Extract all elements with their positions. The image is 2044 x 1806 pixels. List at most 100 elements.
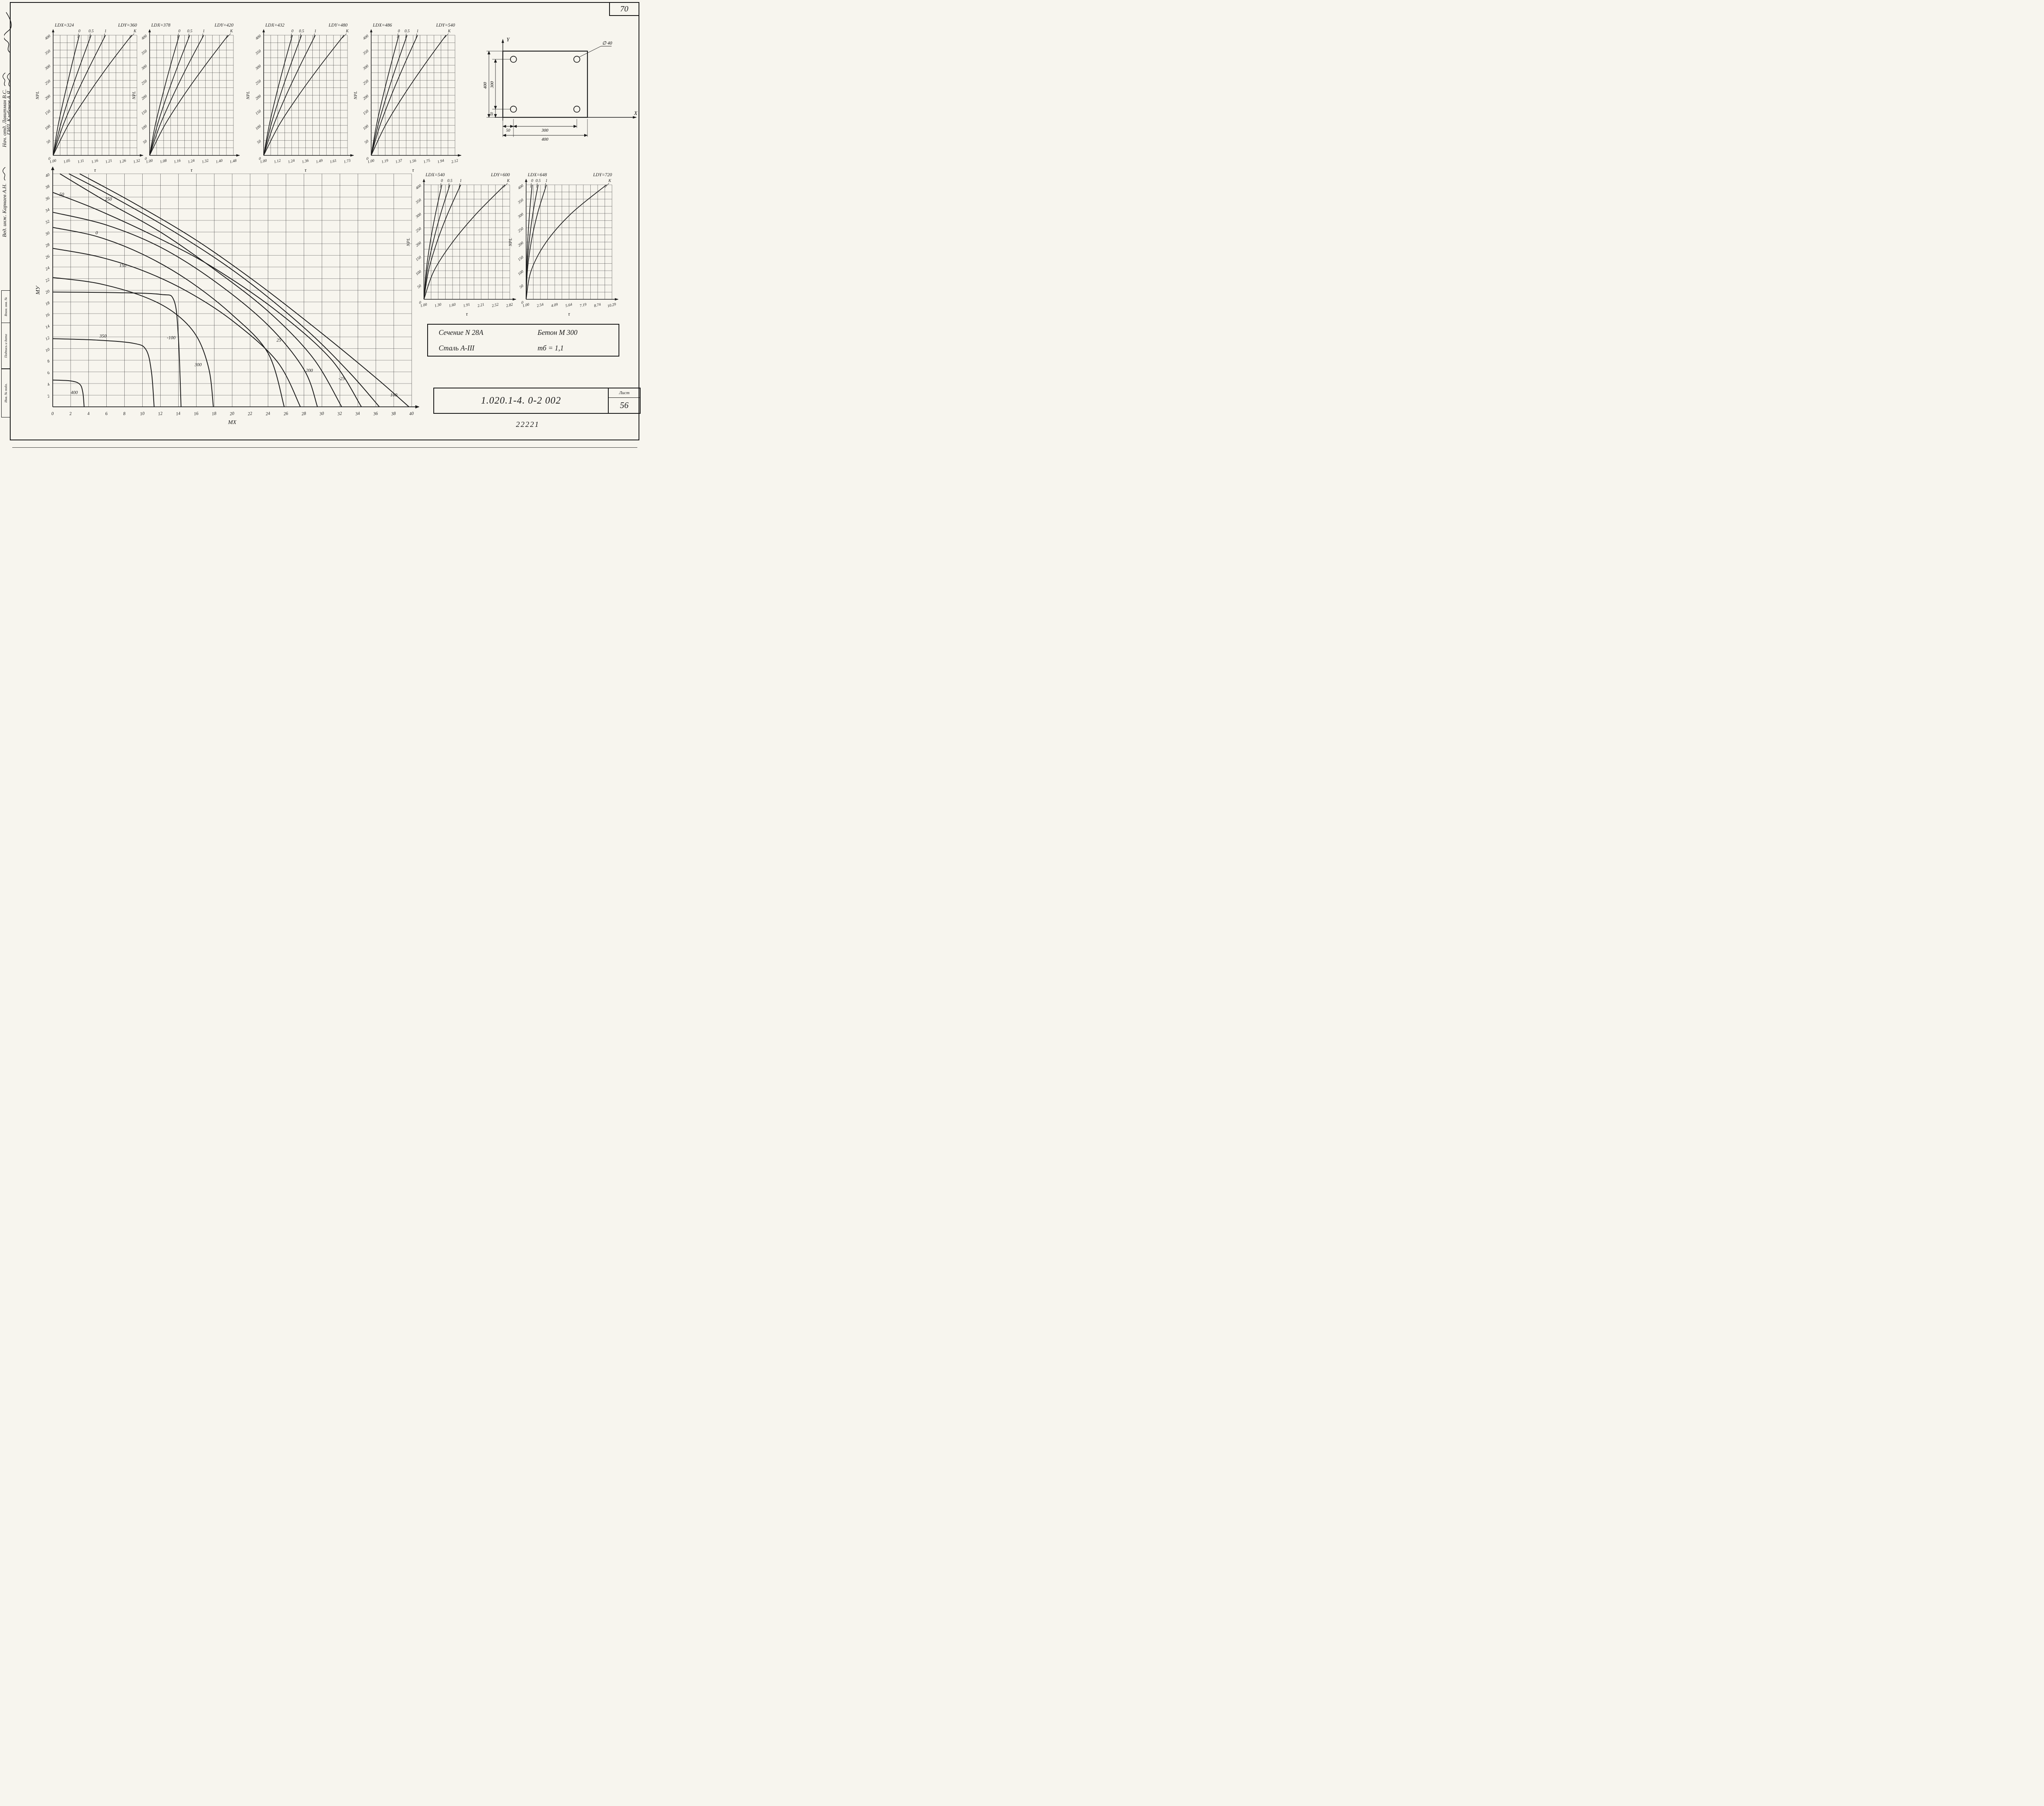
svg-text:-25: -25 [338,376,345,381]
svg-text:50: 50 [46,139,52,145]
svg-text:0: 0 [259,157,261,161]
signature-squiggle [2,167,6,181]
svg-text:100: 100 [362,124,370,131]
svg-text:1.12: 1.12 [273,159,281,164]
chart-k-ldx648: LDX=648 LDY=720 1.00 2.54 4.09 5.64 7.19 8.74 10… [507,171,622,320]
page-number-box: 70 [609,2,639,16]
svg-text:1: 1 [203,29,205,34]
y-axis-arrow [502,39,504,43]
svg-text:2.54: 2.54 [536,303,544,308]
svg-text:1.30: 1.30 [434,303,442,308]
svg-text:14: 14 [176,411,181,416]
chart-k-ldx432: LDX=432 LDY=480 1.00 1.12 1.24 1.36 1.49 1.61 1.… [245,21,357,176]
page-edge-line [12,447,637,448]
svg-text:200: 200 [255,94,262,101]
svg-text:100: 100 [390,393,397,397]
svg-text:0: 0 [398,29,400,34]
svg-text:К: К [230,29,233,34]
svg-text:1.48: 1.48 [229,159,237,164]
svg-text:-100: -100 [167,336,175,341]
svg-text:NPL: NPL [406,238,411,247]
svg-text:100: 100 [255,124,262,131]
svg-text:МУ: МУ [35,285,41,295]
svg-text:10.29: 10.29 [607,303,616,309]
svg-text:1.94: 1.94 [437,159,445,164]
svg-text:200: 200 [517,241,524,248]
svg-text:150: 150 [44,109,52,116]
svg-text:32: 32 [45,219,51,225]
svg-text:200: 200 [44,94,52,101]
svg-text:0: 0 [291,29,294,34]
svg-text:0: 0 [366,157,368,161]
dim-lines [487,51,588,137]
svg-text:2: 2 [47,394,51,399]
svg-text:τ: τ [568,311,571,317]
title-block-sheet-cell: Лист 56 [608,388,640,413]
svg-text:1.00: 1.00 [260,159,267,164]
svg-text:2.82: 2.82 [506,303,513,308]
svg-text:300: 300 [194,362,202,367]
svg-text:150: 150 [141,109,148,116]
page-number: 70 [620,4,628,13]
svg-text:300: 300 [44,64,52,71]
svg-text:0.5: 0.5 [447,179,453,183]
svg-text:4: 4 [87,411,90,417]
dim-offset-y: 50 [490,112,494,116]
k3-svg: LDX=432 LDY=480 1.00 1.12 1.24 1.36 1.49 1.61 1.… [246,23,354,173]
svg-text:2: 2 [69,411,72,417]
svg-text:28: 28 [301,411,307,416]
svg-text:1.24: 1.24 [188,159,195,164]
svg-text:16: 16 [45,312,50,318]
svg-text:32: 32 [337,411,343,417]
svg-text:1.36: 1.36 [302,159,309,164]
svg-text:38: 38 [390,411,396,417]
svg-text:25: 25 [276,338,281,343]
svg-text:8: 8 [123,411,126,417]
svg-text:20: 20 [45,289,50,295]
signature-squiggle [7,73,10,87]
svg-text:1.32: 1.32 [202,159,209,164]
svg-text:200: 200 [362,94,370,101]
svg-text:0.5: 0.5 [187,29,193,34]
top-signature [4,11,12,53]
signature-text: Вед. инж. Карнаев А.Н. [1,183,7,237]
rebar-circle [573,56,580,63]
signature-line: Вед. инж. Карнаев А.Н. [1,167,8,237]
svg-text:34: 34 [355,411,361,417]
dim-inner-width: 300 [541,128,549,133]
svg-text:LDX=486: LDX=486 [372,23,392,28]
svg-text:300: 300 [517,212,524,219]
svg-text:τ: τ [305,167,307,173]
signature-line: Нач. отд. Лавитман В.С. [1,72,8,147]
svg-text:LDY=720: LDY=720 [593,173,612,177]
svg-text:1.37: 1.37 [395,159,403,164]
dim-offset-x: 50 [506,128,510,133]
svg-text:К: К [448,29,451,34]
k1-svg: LDX=324 LDY=360 1.00 1.05 1.11 1.16 1.21 1.26 1.… [35,23,143,173]
y-axis-label: Y [507,36,510,43]
svg-text:τ: τ [191,167,193,173]
svg-text:0: 0 [96,231,98,236]
chart-mx-my-interaction: 0 2 4 6 8 10 12 14 16 18 20 22 24 26 28 30 32 34 36 38 40 2 4 6… [35,164,430,429]
svg-text:150: 150 [119,263,127,268]
svg-text:12: 12 [158,411,163,416]
svg-text:22: 22 [45,277,50,283]
svg-text:400: 400 [71,390,78,395]
svg-text:30: 30 [319,411,325,417]
svg-text:26: 26 [45,254,50,260]
svg-text:350: 350 [362,49,370,56]
svg-text:1.56: 1.56 [409,159,417,164]
signature-squiggle [2,72,6,86]
svg-text:300: 300 [141,64,148,71]
svg-text:50: 50 [364,139,370,145]
svg-text:0.5: 0.5 [89,29,94,34]
title-block: 1.020.1-4. 0-2 002 Лист 56 [433,388,641,414]
svg-text:NPL: NPL [246,91,251,100]
svg-text:LDY=420: LDY=420 [214,23,233,28]
chart-k-ldx324: LDX=324 LDY=360 1.00 1.05 1.11 1.16 1.21 1.26 1.… [34,21,147,176]
k4-svg: LDX=486 LDY=540 1.00 1.19 1.37 1.56 1.75 1.94 2.… [353,23,462,173]
svg-text:300: 300 [362,64,370,71]
svg-text:100: 100 [517,269,524,276]
archive-number: 22221 [516,420,540,429]
